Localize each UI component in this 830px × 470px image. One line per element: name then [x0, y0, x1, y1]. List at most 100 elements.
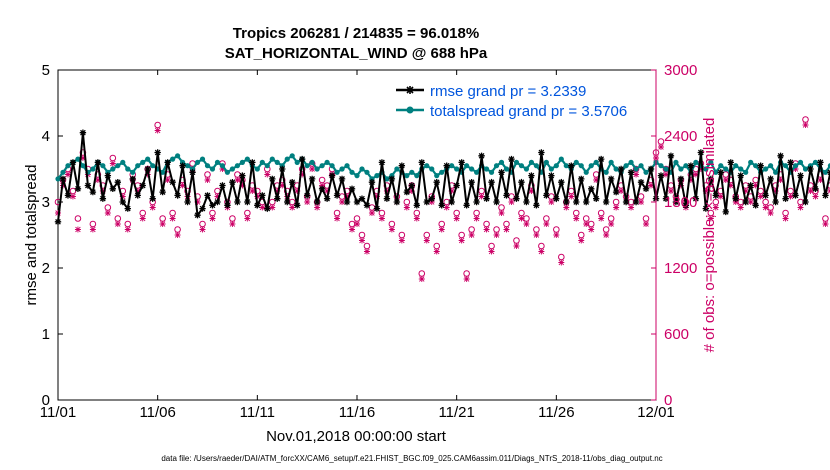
obs-assimilated-point: [219, 166, 226, 172]
obs-assimilated-point: [114, 221, 121, 227]
obs-assimilated-point: [309, 166, 316, 172]
obs-assimilated-point: [453, 215, 460, 222]
obs-assimilated-point: [722, 177, 729, 183]
x-tick-label: 11/21: [438, 404, 474, 421]
rmse-point: [189, 169, 196, 176]
y-right-tick-label: 0: [664, 392, 672, 409]
rmse-point: [493, 198, 500, 206]
rmse-point: [388, 175, 396, 183]
obs-assimilated-point: [109, 160, 116, 167]
obs-assimilated-point: [269, 204, 276, 211]
obs-assimilated-point: [757, 193, 764, 200]
obs-assimilated-point: [543, 221, 550, 227]
obs-assimilated-point: [179, 182, 186, 189]
totalspread-point: [90, 166, 96, 172]
obs-assimilated-point: [807, 188, 814, 194]
rmse-point: [483, 195, 490, 202]
obs-assimilated-point: [712, 204, 719, 211]
rmse-point: [543, 192, 550, 199]
totalspread-point: [219, 163, 226, 169]
rmse-point: [762, 192, 769, 199]
obs-assimilated-point: [603, 232, 610, 238]
rmse-point: [353, 198, 361, 206]
data-file-footer: data file: /Users/raeder/DAI/ATM_forcXX/…: [161, 454, 662, 463]
obs-assimilated-point: [782, 215, 789, 222]
obs-assimilated-point: [209, 215, 216, 222]
rmse-point: [229, 179, 236, 186]
totalspread-point: [120, 159, 126, 165]
obs-assimilated-point: [383, 188, 390, 194]
rmse-point: [403, 188, 411, 196]
totalspread-point: [628, 159, 634, 165]
rmse-point: [279, 165, 286, 173]
rmse-point: [194, 212, 201, 219]
x-tick-label: 11/11: [240, 404, 275, 421]
obs-assimilated-point: [662, 171, 669, 178]
obs-assimilated-point: [488, 248, 495, 255]
totalspread-point: [528, 159, 535, 165]
totalspread-point: [663, 166, 669, 172]
obs-assimilated-point: [154, 127, 161, 134]
y-left-tick-label: 0: [42, 392, 50, 409]
rmse-point: [289, 179, 296, 186]
rmse-point: [204, 192, 211, 199]
obs-assimilated-point: [727, 182, 734, 189]
obs-assimilated-point: [563, 204, 570, 211]
rmse-point: [777, 152, 784, 159]
rmse-point: [184, 198, 191, 206]
rmse-point: [259, 192, 266, 199]
obs-assimilated-point: [423, 237, 430, 244]
obs-assimilated-point: [304, 199, 311, 205]
totalspread-point: [130, 169, 136, 175]
obs-assimilated-point: [433, 248, 440, 255]
totalspread-point: [150, 163, 156, 169]
rmse-point: [119, 198, 126, 206]
totalspread-point: [394, 166, 400, 172]
rmse-point: [164, 159, 171, 166]
obs-assimilated-point: [363, 248, 370, 255]
totalspread-point: [513, 159, 520, 165]
totalspread-point: [254, 166, 260, 172]
obs-assimilated-point: [613, 204, 620, 211]
totalspread-point: [503, 166, 510, 172]
obs-assimilated-point: [643, 221, 650, 227]
totalspread-point: [115, 163, 121, 169]
obs-assimilated-point: [229, 221, 236, 227]
obs-assimilated-point: [742, 188, 749, 194]
totalspread-point: [812, 159, 819, 165]
obs-assimilated-point: [368, 210, 375, 216]
rmse-point: [413, 202, 420, 209]
legend-rmse-label: rmse grand pr = 3.2339: [430, 83, 586, 100]
legend-spread-label: totalspread grand pr = 3.5706: [430, 103, 627, 120]
y-axis-right-label: # of obs: o=possible; ×=assimilated: [701, 118, 718, 353]
rmse-point: [154, 149, 161, 156]
obs-possible-point: [782, 209, 789, 217]
obs-assimilated-point: [648, 182, 655, 189]
totalspread-point: [184, 163, 191, 169]
rmse-point: [667, 152, 675, 159]
obs-possible-point: [767, 204, 774, 211]
rmse-point: [398, 162, 406, 169]
obs-assimilated-point: [104, 210, 111, 216]
totalspread-point: [449, 163, 455, 169]
totalspread-point: [234, 163, 240, 169]
obs-assimilated-point: [314, 204, 321, 211]
obs-assimilated-point: [707, 215, 714, 222]
totalspread-point: [264, 163, 270, 169]
rmse-point: [727, 159, 734, 166]
totalspread-point: [548, 166, 554, 172]
rmse-point: [264, 205, 271, 212]
legend: rmse grand pr = 3.2339 totalspread grand…: [396, 83, 627, 120]
totalspread-point: [603, 169, 609, 175]
rmse-point: [209, 202, 216, 209]
obs-assimilated-point: [463, 276, 470, 282]
totalspread-point: [334, 169, 340, 175]
obs-assimilated-point: [568, 193, 575, 200]
obs-assimilated-point: [443, 204, 450, 211]
obs-assimilated-point: [697, 166, 704, 172]
rmse-point: [104, 172, 112, 179]
rmse-point: [328, 172, 336, 179]
totalspread-point: [822, 169, 829, 175]
totalspread-point: [733, 163, 739, 169]
obs-assimilated-point: [428, 199, 435, 205]
